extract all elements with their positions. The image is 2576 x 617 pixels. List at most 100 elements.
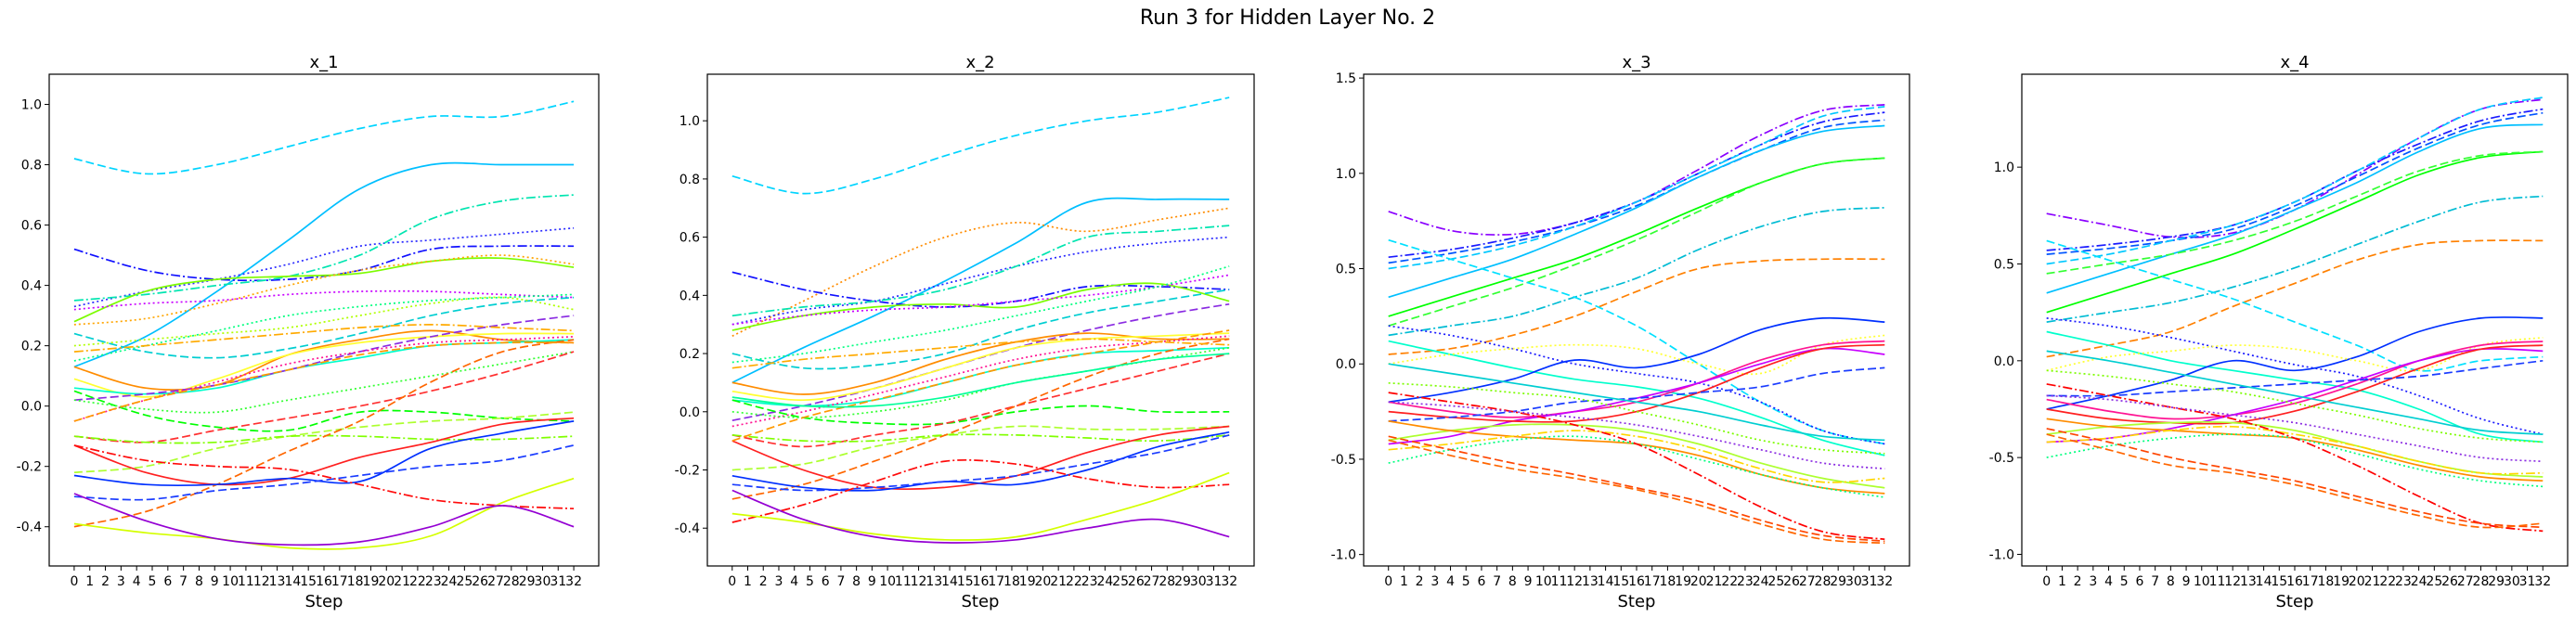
x-axis-label: Step: [305, 592, 343, 611]
x-tick-label: 3: [2089, 574, 2097, 589]
x-tick-label: 25: [2426, 574, 2442, 589]
series-line-26: [2046, 433, 2544, 529]
series-line-17: [731, 346, 1230, 418]
x-tick-label: 3: [1430, 574, 1439, 589]
series-line-7: [73, 254, 575, 326]
plot-frame: [2021, 73, 2569, 567]
y-tick-label: -0.2: [17, 460, 42, 475]
series-line-14: [2046, 336, 2544, 372]
x-tick-label: 9: [2182, 574, 2191, 589]
x-tick-label: 10: [222, 574, 239, 589]
x-tick-label: 1: [85, 574, 94, 589]
x-tick-label: 6: [163, 574, 172, 589]
x-tick-label: 0: [1384, 574, 1392, 589]
x-tick-label: 20: [378, 574, 395, 589]
y-tick-label: 1.5: [1336, 71, 1356, 86]
x-tick-label: 13: [926, 574, 942, 589]
x-tick-label: 24: [1753, 574, 1769, 589]
series-line-25: [1388, 435, 1885, 543]
x-tick-label: 26: [1783, 574, 1800, 589]
x-tick-label: 18: [347, 574, 364, 589]
y-tick-label: 0.0: [21, 400, 42, 415]
series-line-25: [2046, 428, 2544, 529]
x-tick-label: 7: [1493, 574, 1501, 589]
series-line-27: [1388, 401, 1885, 470]
x-tick-label: 11: [2209, 574, 2226, 589]
x-tick-label: 1: [2058, 574, 2066, 589]
x-tick-label: 10: [2194, 574, 2210, 589]
subplot-title: x_2: [965, 53, 994, 72]
x-tick-label: 15: [300, 574, 317, 589]
series-line-10: [731, 265, 1230, 364]
series-line-17: [1388, 343, 1885, 423]
x-tick-label: 21: [1050, 574, 1067, 589]
x-tick-label: 17: [331, 574, 348, 589]
series-line-28: [1388, 363, 1885, 442]
x-tick-label: 17: [988, 574, 1004, 589]
x-tick-label: 28: [1815, 574, 1832, 589]
x-tick-label: 25: [1767, 574, 1784, 589]
series-line-1: [2046, 98, 2544, 238]
series-line-26: [731, 471, 1230, 541]
x-tick-label: 21: [394, 574, 410, 589]
x-tick-label: 0: [2042, 574, 2051, 589]
series-line-13: [73, 332, 575, 398]
series-line-15: [731, 335, 1230, 428]
y-tick-label: -0.4: [17, 521, 42, 535]
y-tick-label: 0.5: [1336, 263, 1356, 277]
x-tick-label: 12: [1566, 574, 1583, 589]
series-line-19: [2046, 369, 2544, 443]
x-tick-label: 7: [836, 574, 845, 589]
x-tick-label: 31: [550, 574, 566, 589]
series-line-12: [731, 332, 1230, 395]
x-tick-label: 9: [868, 574, 876, 589]
x-tick-label: 19: [1019, 574, 1036, 589]
x-tick-label: 29: [519, 574, 536, 589]
x-tick-label: 14: [1598, 574, 1614, 589]
x-tick-label: 24: [2411, 574, 2427, 589]
x-tick-label: 22: [409, 574, 426, 589]
series-layer: [73, 100, 575, 550]
x-tick-label: 23: [425, 574, 442, 589]
x-tick-label: 7: [179, 574, 188, 589]
series-line-24: [1388, 392, 1885, 541]
series-line-20: [1388, 423, 1885, 489]
y-tick-label: 0.6: [680, 231, 700, 246]
series-line-19: [731, 425, 1230, 471]
y-tick-label: 0.2: [21, 340, 42, 354]
x-tick-label: 24: [1096, 574, 1113, 589]
x-tick-label: 11: [895, 574, 912, 589]
x-tick-label: 16: [1628, 574, 1645, 589]
x-tick-label: 12: [253, 574, 270, 589]
series-line-2: [731, 197, 1230, 384]
x-tick-label: 29: [1830, 574, 1846, 589]
series-line-28: [2046, 350, 2544, 435]
x-tick-label: 8: [852, 574, 861, 589]
series-line-7: [2046, 150, 2544, 275]
series-line-19: [1388, 381, 1885, 455]
x-tick-label: 6: [2135, 574, 2143, 589]
x-tick-label: 28: [2473, 574, 2490, 589]
series-line-18: [1388, 366, 1885, 422]
y-tick-label: 0.6: [21, 219, 42, 234]
x-tick-label: 30: [2504, 574, 2520, 589]
x-tick-label: 30: [535, 574, 551, 589]
series-line-11: [73, 296, 575, 347]
tick-layer: 0 1 2 3 4 5 6 7 8 9 101112131415161718192021222324…: [1989, 161, 2552, 589]
x-tick-label: 28: [503, 574, 520, 589]
series-line-17: [73, 390, 575, 432]
x-tick-label: 5: [1462, 574, 1470, 589]
plot-frame: [48, 73, 600, 567]
series-line-9: [731, 289, 1230, 370]
subplot-x2: x_2 Step 0 1 2 3 4 5 6 7 8 9 101112131415161718192…: [675, 53, 1255, 611]
x-tick-label: 4: [790, 574, 798, 589]
series-line-22: [1388, 430, 1885, 483]
x-tick-label: 4: [133, 574, 141, 589]
plot-frame: [706, 73, 1255, 567]
x-tick-label: 16: [2286, 574, 2303, 589]
series-line-16: [731, 399, 1230, 426]
series-line-24: [731, 434, 1230, 492]
x-tick-label: 8: [2167, 574, 2175, 589]
x-tick-label: 1: [744, 574, 752, 589]
x-tick-label: 25: [1112, 574, 1129, 589]
